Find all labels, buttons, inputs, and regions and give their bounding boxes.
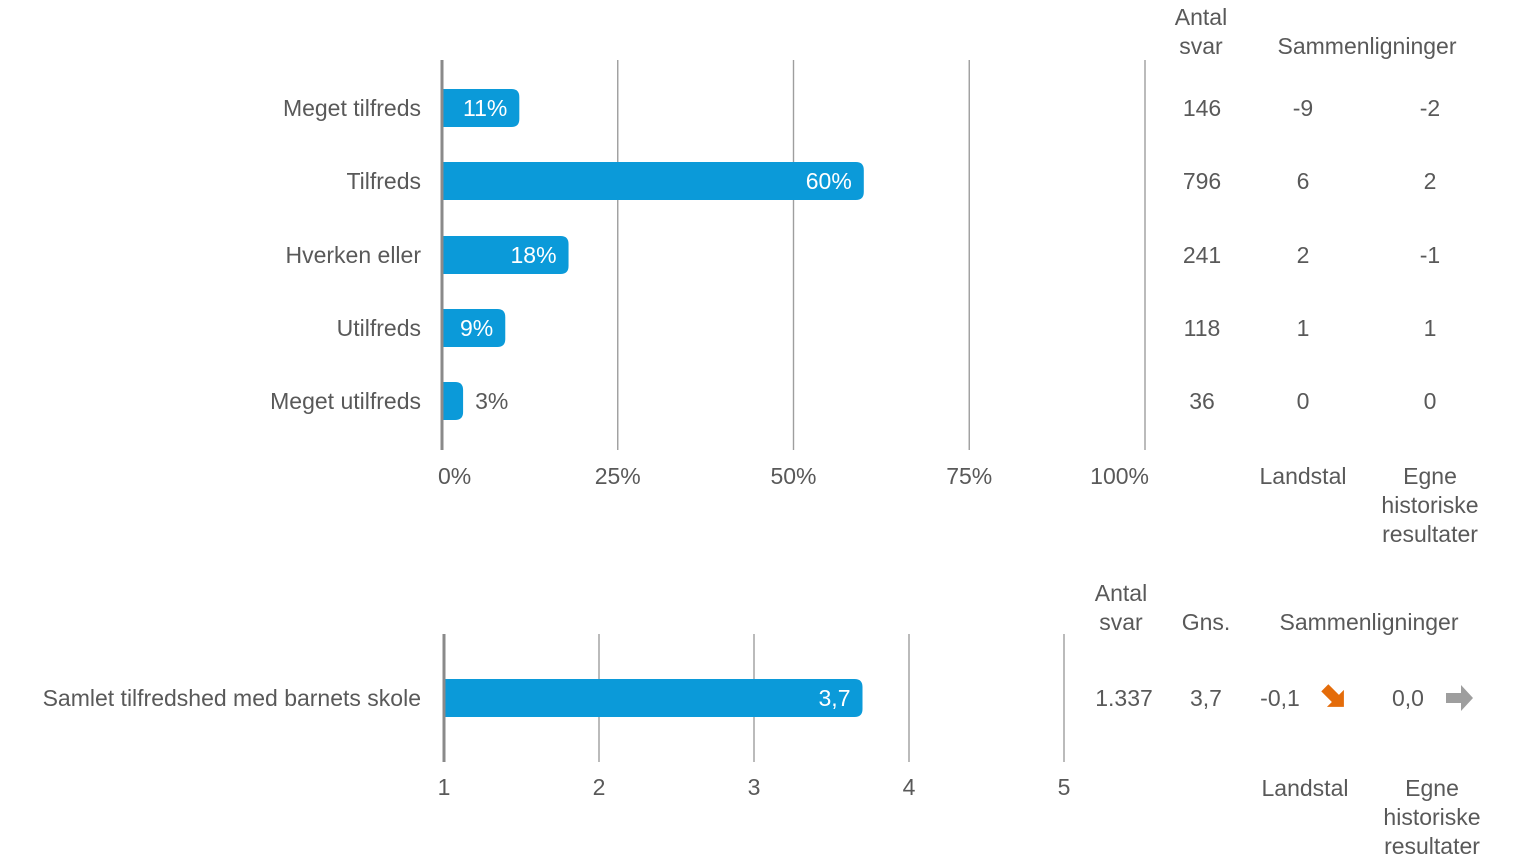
bar bbox=[442, 382, 464, 420]
landstal-footer: Landstal bbox=[1260, 463, 1347, 489]
landstal-value: -9 bbox=[1293, 95, 1313, 121]
antal-svar-value: 118 bbox=[1184, 315, 1221, 341]
egne-footer-line-1: Egne bbox=[1403, 463, 1457, 489]
antal-svar-value: 796 bbox=[1183, 168, 1221, 194]
x-tick-label-scale: 5 bbox=[1058, 774, 1071, 800]
x-tick-label: 0% bbox=[438, 463, 471, 489]
egne-value: 0 bbox=[1424, 388, 1437, 414]
bar bbox=[442, 162, 864, 200]
gns-value: 3,7 bbox=[1190, 685, 1222, 711]
egne-value: 1 bbox=[1424, 315, 1437, 341]
egne-footer-line-3: resultater bbox=[1382, 521, 1478, 547]
antal-svar-total: 1.337 bbox=[1095, 685, 1153, 711]
category-label: Hverken eller bbox=[286, 242, 422, 268]
text-layer: 0% 25% 50% 75% 100%11%Meget tilfreds 146 -9 -26… bbox=[43, 4, 1481, 859]
category-label: Meget utilfreds bbox=[270, 388, 421, 414]
bar-value-label: 3% bbox=[475, 388, 508, 414]
egne-footer-2-line-3: resultater bbox=[1384, 833, 1480, 856]
bar-value-label: 60% bbox=[806, 168, 852, 194]
egne-value: 2 bbox=[1424, 168, 1437, 194]
bar-mean bbox=[444, 679, 863, 717]
x-tick-label: 100% bbox=[1090, 463, 1149, 489]
bar-value-label: 9% bbox=[460, 315, 493, 341]
bar-value-label: 11% bbox=[463, 95, 507, 121]
x-tick-label-scale: 3 bbox=[748, 774, 761, 800]
egne-mean-value: 0,0 bbox=[1392, 685, 1424, 711]
bar bbox=[442, 236, 569, 274]
x-tick-label: 50% bbox=[770, 463, 816, 489]
egne-footer-2-line-2: historiske bbox=[1383, 804, 1480, 830]
landstal-mean-value: -0,1 bbox=[1260, 685, 1300, 711]
egne-value: -2 bbox=[1420, 95, 1440, 121]
down-right-arrow-shape bbox=[1321, 684, 1344, 707]
landstal-value: 6 bbox=[1297, 168, 1310, 194]
sammenligninger-header: Sammenligninger bbox=[1278, 33, 1457, 59]
bar-value-label: 18% bbox=[510, 242, 556, 268]
axis-layer bbox=[440, 60, 1473, 762]
category-label: Tilfreds bbox=[346, 168, 421, 194]
antal-svar-header-2-line-2: svar bbox=[1099, 609, 1143, 635]
egne-footer-2-line-1: Egne bbox=[1405, 775, 1459, 801]
sammenligninger-header-2: Sammenligninger bbox=[1280, 609, 1459, 635]
bar bbox=[442, 89, 520, 127]
egne-footer-line-2: historiske bbox=[1381, 492, 1478, 518]
antal-svar-header-line-2: svar bbox=[1179, 33, 1223, 59]
right-arrow-icon bbox=[1446, 685, 1473, 711]
egne-value: -1 bbox=[1420, 242, 1440, 268]
bar-mean-value-label: 3,7 bbox=[819, 685, 851, 711]
category-label: Meget tilfreds bbox=[283, 95, 421, 121]
antal-svar-value: 146 bbox=[1183, 95, 1221, 121]
x-tick-label-scale: 4 bbox=[903, 774, 916, 800]
category-label-mean: Samlet tilfredshed med barnets skole bbox=[43, 685, 421, 711]
gns-header: Gns. bbox=[1182, 609, 1231, 635]
x-tick-label-scale: 2 bbox=[593, 774, 606, 800]
bar bbox=[442, 309, 506, 347]
x-tick-label: 25% bbox=[595, 463, 641, 489]
bars-layer bbox=[442, 89, 864, 717]
landstal-value: 1 bbox=[1297, 315, 1310, 341]
landstal-value: 2 bbox=[1297, 242, 1310, 268]
down-right-arrow-icon bbox=[1321, 684, 1344, 707]
antal-svar-header-2-line-1: Antal bbox=[1095, 580, 1147, 606]
antal-svar-value: 36 bbox=[1189, 388, 1215, 414]
antal-svar-header-line-1: Antal bbox=[1175, 4, 1227, 30]
x-tick-label-scale: 1 bbox=[438, 774, 451, 800]
category-label: Utilfreds bbox=[337, 315, 421, 341]
landstal-footer-2: Landstal bbox=[1262, 775, 1349, 801]
right-arrow-shape bbox=[1446, 685, 1473, 711]
antal-svar-value: 241 bbox=[1183, 242, 1221, 268]
landstal-value: 0 bbox=[1297, 388, 1310, 414]
x-tick-label: 75% bbox=[946, 463, 992, 489]
